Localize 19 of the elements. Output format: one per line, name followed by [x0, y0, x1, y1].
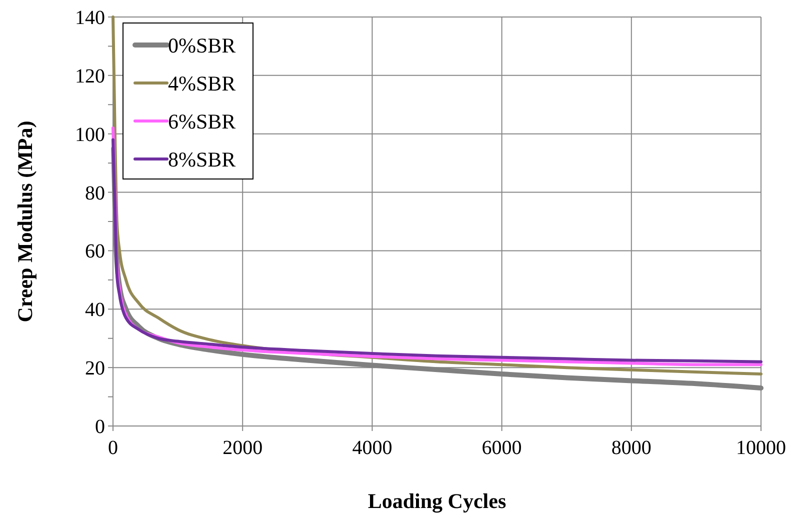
y-tick-label: 120: [75, 65, 105, 88]
y-tick-label: 60: [85, 240, 105, 263]
x-axis-title: Loading Cycles: [368, 489, 506, 513]
y-tick-label: 20: [85, 358, 105, 380]
y-tick-label: 80: [85, 182, 105, 204]
y-tick-label: 0: [95, 416, 105, 438]
x-tick-label: 2000: [222, 437, 263, 459]
legend-label: 4%SBR: [168, 71, 236, 96]
legend-label: 8%SBR: [168, 147, 236, 172]
x-tick-label: 4000: [352, 437, 392, 459]
x-tick-label: 6000: [482, 437, 522, 459]
x-tick-label: 10000: [736, 437, 786, 459]
y-tick-label: 140: [75, 7, 105, 29]
legend-label: 6%SBR: [168, 109, 236, 134]
y-tick-label: 40: [85, 299, 105, 322]
x-tick-label: 8000: [611, 437, 652, 459]
y-axis-title: Creep Modulus (MPa): [13, 120, 37, 322]
y-tick-label: 100: [75, 124, 105, 146]
legend-label: 0%SBR: [168, 33, 236, 58]
